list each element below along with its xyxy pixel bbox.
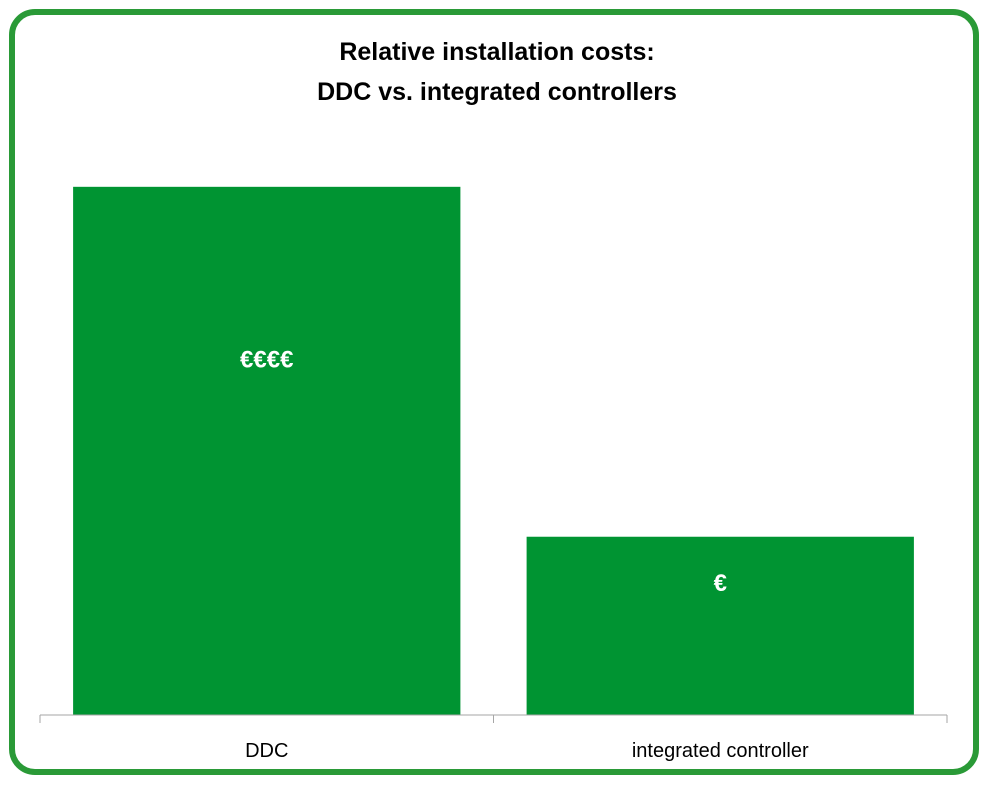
data-label-0: €€€€ [240,346,293,373]
chart-title-line-2: DDC vs. integrated controllers [317,78,677,106]
x-tick-label-1: integrated controller [632,740,809,762]
bar-0 [73,186,461,715]
x-tick-label-0: DDC [245,740,288,762]
data-label-1: € [714,570,727,597]
chart-title-line-1: Relative installation costs: [339,38,655,66]
bar-1 [526,536,914,715]
